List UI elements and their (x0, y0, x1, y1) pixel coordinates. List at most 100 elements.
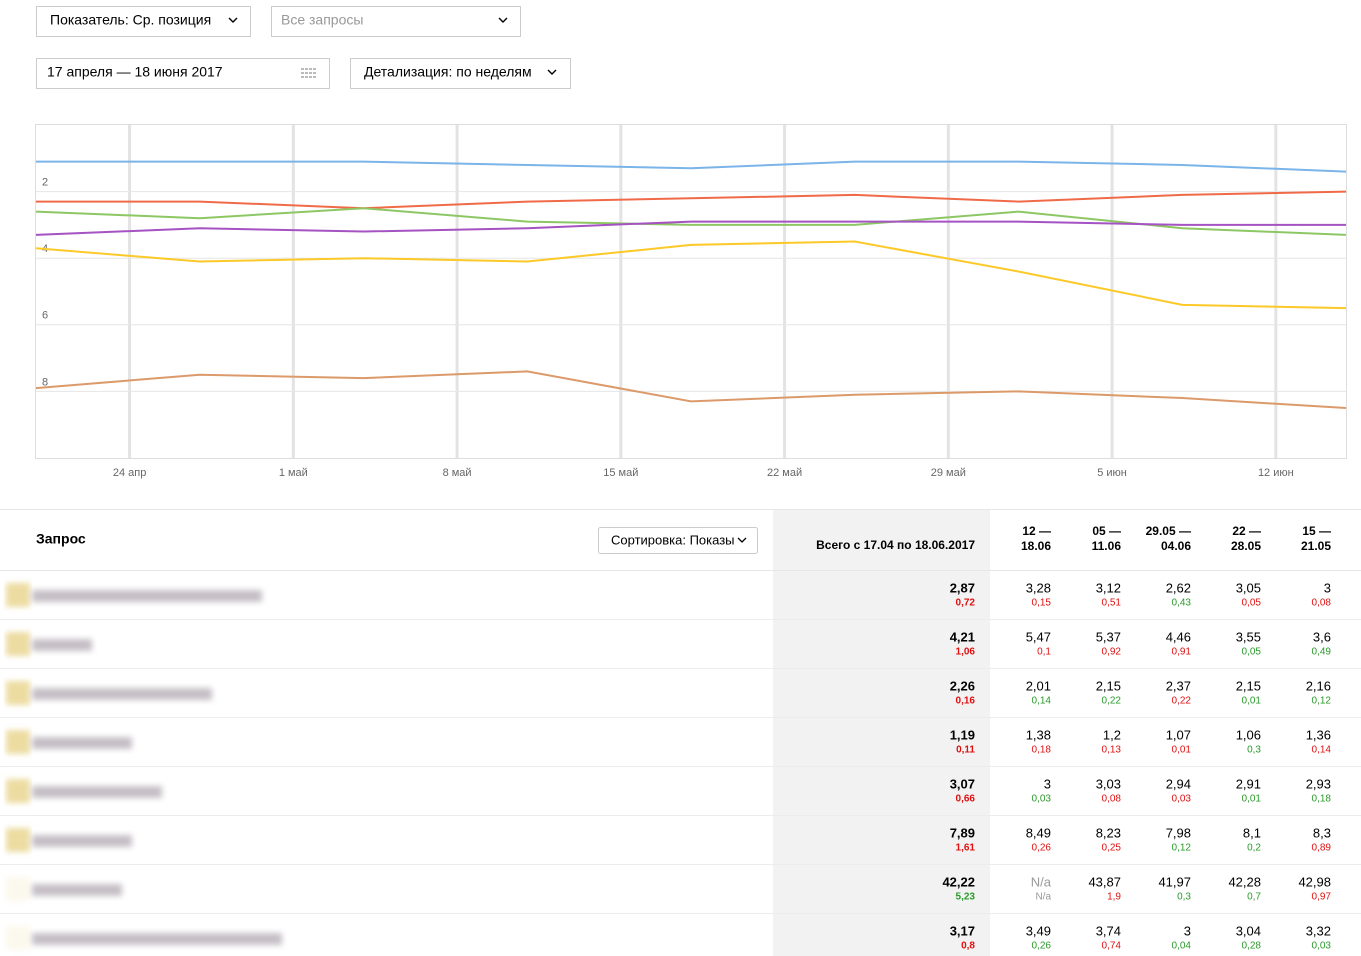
cell-value: 42,22 (942, 874, 975, 889)
cell-delta: 0,18 (1312, 794, 1332, 805)
cell-value: 2,62 (1166, 580, 1191, 595)
query-text-blurred (32, 933, 282, 945)
cell-delta: 0,13 (1102, 745, 1122, 756)
y-tick-label: 6 (42, 310, 48, 322)
query-text-blurred (32, 639, 92, 651)
cell-value: 2,87 (950, 580, 975, 595)
cell-delta: 0,05 (1242, 598, 1262, 609)
cell-delta: 0,97 (1312, 892, 1332, 903)
cell-value: 1,38 (1026, 727, 1051, 742)
cell-value: 2,26 (950, 678, 975, 693)
total-column-bg (773, 510, 990, 956)
cell-value: 8,49 (1026, 825, 1051, 840)
cell-value: 3,03 (1096, 776, 1121, 791)
query-icon (6, 583, 30, 607)
cell-delta: 1,61 (956, 843, 976, 854)
cell-delta: 0,26 (1032, 843, 1052, 854)
query-header: Запрос (36, 531, 86, 547)
cell-delta: N/a (1035, 892, 1051, 903)
week-header: 15 — (1302, 524, 1331, 538)
cell-delta: 0,03 (1312, 941, 1332, 952)
date-range[interactable] (36, 58, 330, 89)
cell-value: 2,16 (1306, 678, 1331, 693)
query-text-blurred (32, 737, 132, 749)
query-icon (6, 681, 30, 705)
query-text-blurred (32, 590, 262, 602)
cell-delta: 0,3 (1247, 745, 1261, 756)
detail-label: Детализация: по неделям (364, 64, 532, 80)
week-header: 11.06 (1092, 539, 1122, 553)
cell-value: 3,49 (1026, 923, 1051, 938)
cell-value: 5,47 (1026, 629, 1051, 644)
cell-value: 43,87 (1088, 874, 1121, 889)
cell-value: 2,15 (1096, 678, 1121, 693)
cell-value: 8,1 (1243, 825, 1261, 840)
cell-value: 1,19 (950, 727, 975, 742)
cell-delta: 0,22 (1172, 696, 1192, 707)
cell-delta: 0,14 (1032, 696, 1052, 707)
cell-value: 2,01 (1026, 678, 1051, 693)
query-text-blurred (32, 688, 212, 700)
cell-value: 2,94 (1166, 776, 1191, 791)
cell-delta: 0,7 (1247, 892, 1261, 903)
sort-button[interactable] (598, 527, 758, 554)
calendar-icon (301, 68, 316, 78)
metric-label: Показатель: Ср. позиция (50, 12, 211, 28)
x-tick-label: 24 апр (113, 467, 146, 479)
cell-delta: 0,01 (1242, 696, 1262, 707)
cell-value: 2,93 (1306, 776, 1331, 791)
query-icon (6, 632, 30, 656)
cell-delta: 0,28 (1242, 941, 1262, 952)
detail-select[interactable] (350, 58, 571, 89)
cell-value: 3 (1184, 923, 1191, 938)
cell-value: 1,07 (1166, 727, 1191, 742)
plot-frame (35, 124, 1347, 459)
series-line (35, 220, 1346, 236)
week-header: 04.06 (1161, 539, 1191, 553)
cell-delta: 0,14 (1312, 745, 1332, 756)
queries-select[interactable] (271, 6, 521, 37)
cell-value: 2,15 (1236, 678, 1261, 693)
query-text-blurred (32, 884, 122, 896)
cell-delta: 0,51 (1102, 598, 1122, 609)
cell-value: 7,89 (950, 825, 975, 840)
cell-delta: 0,66 (956, 794, 976, 805)
cell-value: 3,05 (1236, 580, 1261, 595)
query-icon (6, 926, 30, 950)
cell-delta: 0,1 (1037, 647, 1051, 658)
cell-delta: 0,03 (1032, 794, 1052, 805)
cell-delta: 0,91 (1172, 647, 1192, 658)
cell-delta: 0,08 (1312, 598, 1332, 609)
cell-value: 5,37 (1096, 629, 1121, 644)
x-tick-label: 8 май (443, 467, 472, 479)
cell-value: 8,23 (1096, 825, 1121, 840)
cell-value: 1,36 (1306, 727, 1331, 742)
cell-delta: 0,01 (1172, 745, 1192, 756)
queries-label: Все запросы (281, 12, 363, 28)
cell-delta: 0,05 (1242, 647, 1262, 658)
cell-value: 3,32 (1306, 923, 1331, 938)
cell-value: 41,97 (1158, 874, 1191, 889)
cell-value: 2,37 (1166, 678, 1191, 693)
chevron (547, 69, 557, 75)
chevron (498, 17, 508, 23)
cell-delta: 5,23 (956, 892, 976, 903)
cell-delta: 0,08 (1102, 794, 1122, 805)
cell-delta: 0,03 (1172, 794, 1192, 805)
metric-select[interactable] (36, 6, 251, 37)
cell-delta: 0,8 (961, 941, 975, 952)
cell-delta: 1,9 (1107, 892, 1121, 903)
cell-delta: 0,25 (1102, 843, 1122, 854)
cell-delta: 0,3 (1177, 892, 1191, 903)
cell-value: 3 (1044, 776, 1051, 791)
chart: 24 апр 1 май 8 май 15 май 22 май 29 май 5 июн 1… (35, 125, 1347, 479)
cell-value: 3,07 (950, 776, 975, 791)
cell-delta: 0,49 (1312, 647, 1332, 658)
cell-value: 1,2 (1103, 727, 1121, 742)
week-header: 12 — (1022, 524, 1051, 538)
cell-value: 3,55 (1236, 629, 1261, 644)
chevron (228, 17, 238, 23)
cell-delta: 0,2 (1247, 843, 1261, 854)
series-line (36, 190, 1347, 210)
query-icon (6, 730, 30, 754)
